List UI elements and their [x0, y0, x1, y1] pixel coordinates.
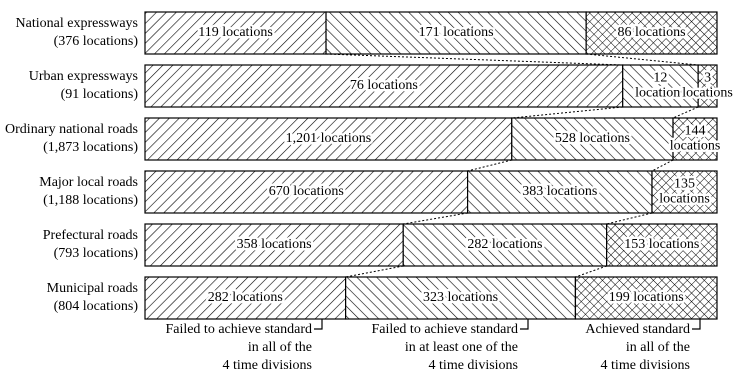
connector — [672, 106, 699, 119]
category-label: (1,873 locations) — [43, 140, 138, 155]
connector — [326, 53, 623, 66]
bar-segment — [466, 170, 653, 214]
category-label: Urban expressways — [29, 69, 138, 84]
value-label: 153 locations — [624, 237, 699, 252]
category-label: (1,188 locations) — [43, 193, 138, 208]
legend-bracket — [314, 319, 323, 330]
value-label: 670 locations — [269, 184, 344, 199]
category-label: (91 locations) — [61, 87, 139, 102]
bar-segment — [585, 11, 718, 55]
bar-segment — [144, 276, 347, 320]
value-label: 171 locations — [419, 25, 494, 40]
connector — [511, 106, 623, 119]
bar-segment — [144, 117, 513, 161]
value-label: 383 locations — [522, 184, 597, 199]
connector — [345, 265, 404, 278]
bar-segment — [325, 11, 587, 55]
value-label: 323 locations — [423, 290, 498, 305]
legend-label: in all of the — [248, 340, 312, 355]
value-label: 282 locations — [208, 290, 283, 305]
category-label: Major local roads — [39, 175, 138, 190]
bar-segment — [672, 117, 718, 161]
bar-segment — [574, 276, 718, 320]
bar-segment — [144, 170, 469, 214]
value-label: 135 — [674, 177, 695, 192]
value-label: 76 locations — [350, 78, 418, 93]
value-label: locations — [635, 86, 686, 101]
value-label: 119 locations — [198, 25, 273, 40]
bar-segment — [144, 64, 624, 108]
connector — [606, 212, 653, 225]
bar-segment — [345, 276, 577, 320]
category-label: Municipal roads — [47, 281, 138, 296]
bar-segment — [697, 64, 718, 108]
value-label: 86 locations — [618, 25, 686, 40]
legend-label: 4 time divisions — [601, 358, 690, 373]
bar-segment — [144, 223, 404, 267]
bar-segment — [622, 64, 699, 108]
connector — [467, 159, 512, 172]
value-label: 199 locations — [609, 290, 684, 305]
legend-label: 4 time divisions — [223, 358, 312, 373]
bar-segment — [144, 11, 327, 55]
value-label: 358 locations — [237, 237, 312, 252]
category-label: (804 locations) — [54, 299, 139, 314]
value-label: 144 — [685, 124, 706, 139]
legend-label: 4 time divisions — [429, 358, 518, 373]
value-label: locations — [659, 192, 710, 207]
category-label: National expressways — [16, 16, 138, 31]
connector — [586, 53, 699, 66]
value-label: 1,201 locations — [286, 131, 372, 146]
connector — [403, 212, 468, 225]
value-label: 12 — [653, 71, 667, 86]
legend-label: in at least one of the — [405, 340, 518, 355]
category-label: (376 locations) — [54, 34, 139, 49]
bar-segment — [402, 223, 608, 267]
value-label: locations — [670, 139, 721, 154]
category-label: Prefectural roads — [43, 228, 138, 243]
connector — [651, 159, 674, 172]
bar-segment — [651, 170, 718, 214]
value-label: 528 locations — [555, 131, 630, 146]
legend-label: Achieved standard — [585, 322, 690, 337]
bar-segment — [606, 223, 718, 267]
legend-label: Failed to achieve standard — [371, 322, 518, 337]
legend-label: Failed to achieve standard — [165, 322, 312, 337]
category-label: (793 locations) — [54, 246, 139, 261]
legend-bracket — [520, 319, 529, 330]
legend-label: in all of the — [626, 340, 690, 355]
legend-bracket — [692, 319, 701, 330]
category-label: Ordinary national roads — [5, 122, 138, 137]
value-label: locations — [682, 86, 733, 101]
value-label: 282 locations — [467, 237, 542, 252]
value-label: 3 — [704, 71, 711, 86]
connector — [575, 265, 607, 278]
